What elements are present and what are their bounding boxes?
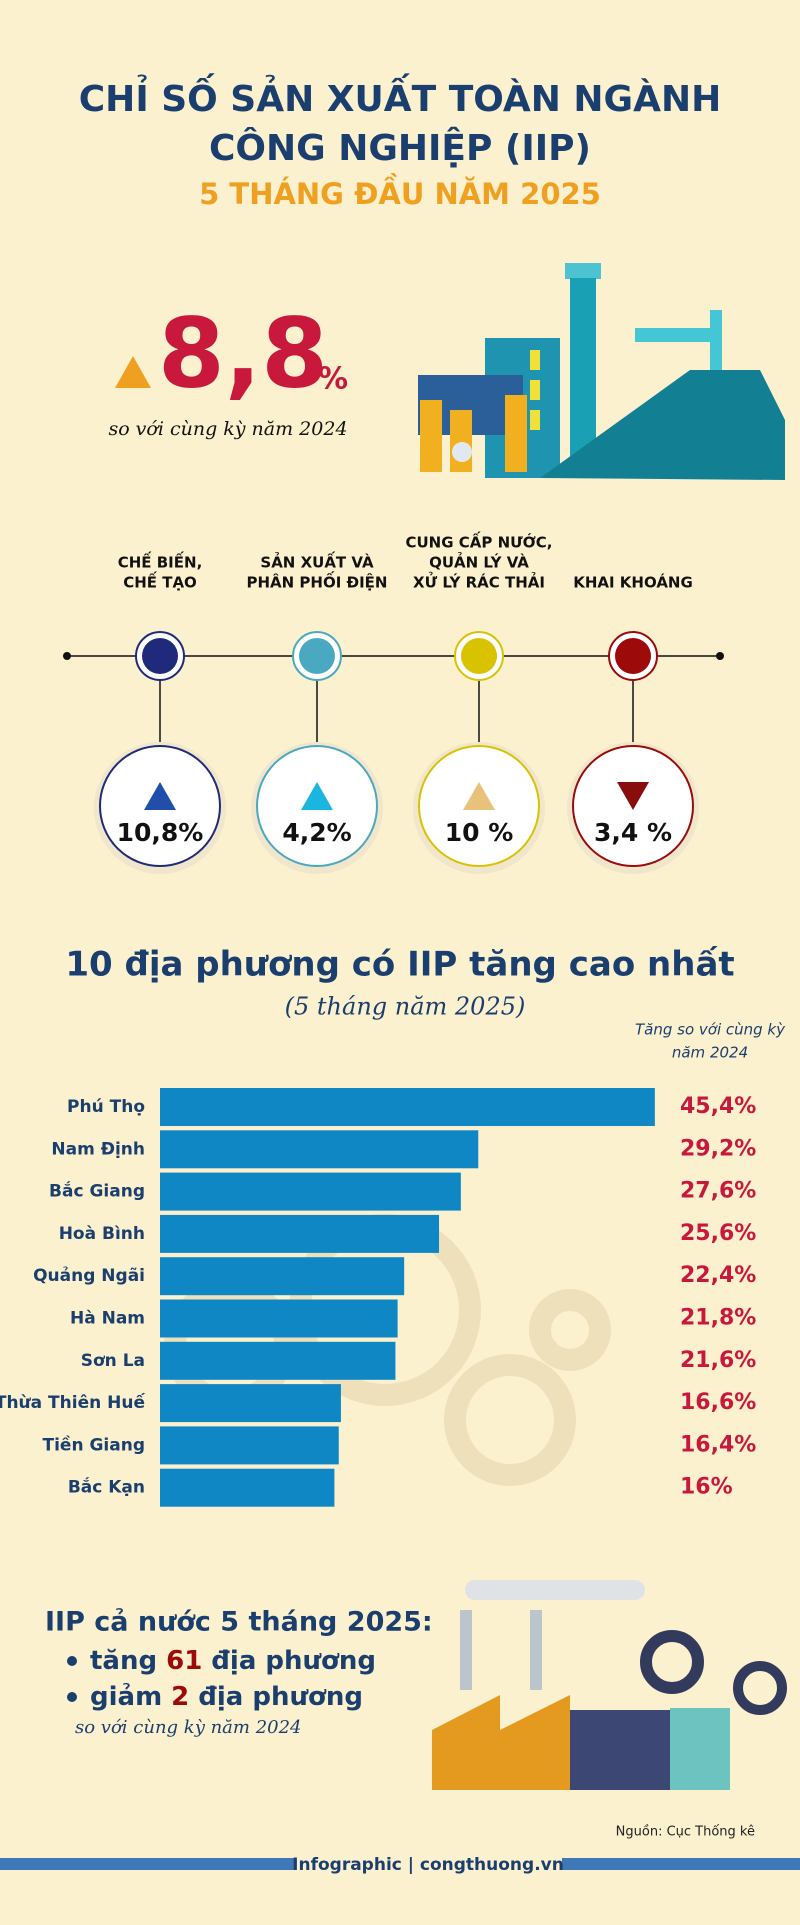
factory-illustration (418, 263, 785, 480)
value-label: 21,6% (680, 1348, 756, 1373)
category-label: Hoà Bình (59, 1224, 145, 1244)
bar (160, 1299, 398, 1338)
headline-unit: % (318, 362, 348, 397)
sector-label: KHAI KHOÁNG (573, 573, 693, 592)
bar (160, 1384, 341, 1423)
category-label: Sơn La (81, 1351, 145, 1371)
summary-number: 2 (171, 1682, 189, 1712)
sector-arrow (617, 782, 649, 810)
bar (160, 1257, 405, 1296)
category-label: Hà Nam (70, 1309, 145, 1329)
sector-label: CHẾ TẠO (123, 571, 197, 592)
summary: IIP cả nước 5 tháng 2025: tăng 61 địa phươ… (45, 1607, 433, 1739)
headline: 8,8 % so với cùng kỳ năm 2024 (108, 297, 348, 440)
bar (160, 1172, 461, 1211)
summary-suffix: địa phương (198, 1682, 363, 1712)
headline-value: 8,8 (158, 297, 328, 409)
sector-value: 10,8% (117, 818, 204, 847)
header: CHỈ SỐ SẢN XUẤT TOÀN NGÀNH CÔNG NGHIỆP (… (79, 73, 721, 211)
bar (160, 1130, 479, 1169)
title-line: CÔNG NGHIỆP (IIP) (209, 126, 591, 169)
bar (160, 1088, 655, 1126)
summary-prefix: giảm (90, 1681, 162, 1712)
sector-value: 4,2% (282, 818, 351, 847)
sector-arrow (144, 782, 176, 810)
bar (160, 1214, 440, 1253)
sector-label: QUẢN LÝ VÀ (429, 551, 529, 572)
value-label: 21,8% (680, 1306, 756, 1331)
bar (160, 1468, 335, 1507)
sector-label: SẢN XUẤT VÀ (260, 551, 374, 572)
value-label: 29,2% (680, 1136, 756, 1161)
timeline-dot-inner (299, 638, 335, 674)
brand: Infographic | congthuong.vn (292, 1855, 564, 1875)
timeline-dot-inner (615, 638, 651, 674)
sector-label: PHÂN PHỐI ĐIỆN (247, 571, 388, 592)
summary-suffix: địa phương (211, 1646, 376, 1676)
bar (160, 1341, 396, 1380)
footer-band (562, 1858, 800, 1870)
summary-number: 61 (166, 1646, 202, 1676)
value-label: 16,6% (680, 1390, 756, 1415)
bullet (67, 1656, 77, 1666)
category-label: Nam Định (51, 1139, 145, 1159)
footer-band (0, 1858, 295, 1870)
chart-subtitle: (5 tháng năm 2025) (285, 993, 526, 1021)
value-label: 25,6% (680, 1221, 756, 1246)
summary-item: tăng 61 địa phương (90, 1646, 376, 1676)
headline-note: so với cùng kỳ năm 2024 (108, 418, 347, 440)
category-label: Tiền Giang (43, 1434, 146, 1455)
category-label: Quảng Ngãi (33, 1266, 145, 1286)
timeline-dot-inner (461, 638, 497, 674)
summary-item: giảm 2 địa phương (90, 1681, 363, 1712)
summary-note: so với cùng kỳ năm 2024 (75, 1717, 302, 1738)
value-label: 16% (680, 1475, 733, 1500)
factory-illustration-2 (432, 1580, 787, 1790)
headline-arrow (115, 356, 151, 388)
summary-items: tăng 61 địa phương giảm 2 địa phương (67, 1646, 376, 1712)
sector-arrow (463, 782, 495, 810)
summary-prefix: tăng (90, 1646, 157, 1676)
sector-arrow (301, 782, 333, 810)
source: Nguồn: Cục Thống kê (616, 1825, 755, 1840)
bar (160, 1426, 339, 1465)
timeline-dot-inner (142, 638, 178, 674)
bullet (67, 1692, 77, 1702)
category-label: Thừa Thiên Huế (0, 1392, 145, 1413)
value-label: 45,4% (680, 1094, 756, 1119)
sector-value: 10 % (445, 818, 514, 847)
summary-heading: IIP cả nước 5 tháng 2025: (45, 1607, 433, 1638)
subtitle: 5 THÁNG ĐẦU NĂM 2025 (199, 174, 601, 211)
category-label: Bắc Kạn (68, 1477, 145, 1498)
value-header: năm 2024 (672, 1044, 748, 1062)
value-label: 22,4% (680, 1263, 756, 1288)
timeline-end (63, 652, 71, 660)
value-label: 16,4% (680, 1432, 756, 1457)
category-label: Phú Thọ (67, 1097, 145, 1117)
sector-label: CHẾ BIẾN, (118, 551, 203, 572)
bar-chart: 10 địa phương có IIP tăng cao nhất (5 thá… (0, 945, 786, 1507)
value-label: 27,6% (680, 1179, 756, 1204)
chart-title: 10 địa phương có IIP tăng cao nhất (65, 945, 734, 985)
sector-label: CUNG CẤP NƯỚC, (405, 531, 552, 552)
title-line: CHỈ SỐ SẢN XUẤT TOÀN NGÀNH (79, 73, 721, 120)
sector-label: XỬ LÝ RÁC THẢI (413, 571, 545, 592)
value-header: Tăng so với cùng kỳ (635, 1021, 786, 1039)
footer: Nguồn: Cục Thống kê Infographic | congth… (0, 1825, 800, 1875)
sector-value: 3,4 % (594, 818, 672, 847)
category-label: Bắc Giang (49, 1181, 145, 1202)
timeline-end (716, 652, 724, 660)
